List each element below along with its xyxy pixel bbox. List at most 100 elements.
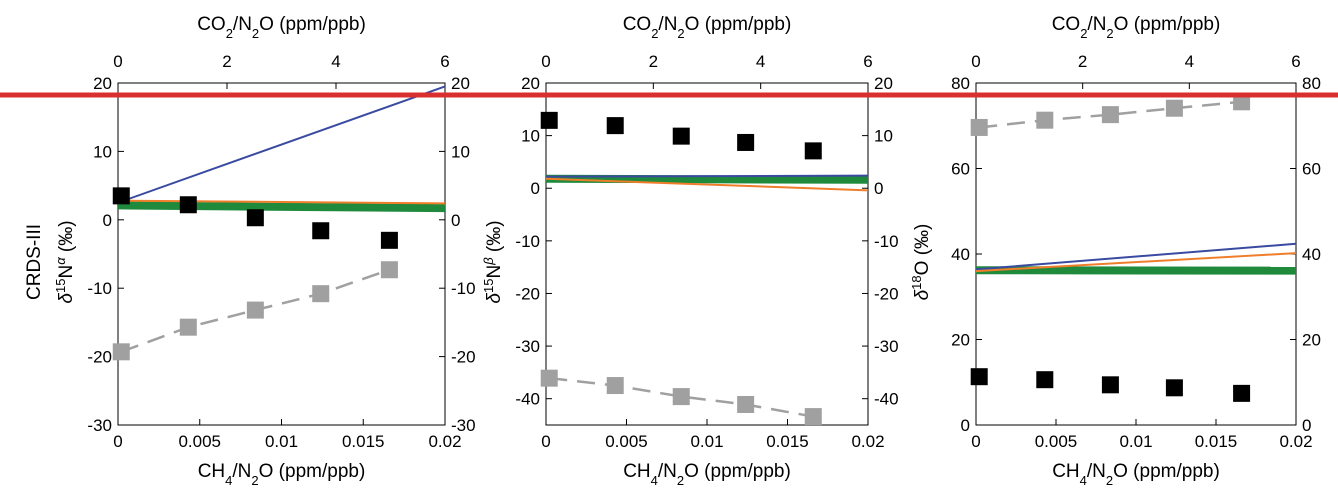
x2-tick-label: 2 <box>1078 52 1087 71</box>
y2-tick-label: 0 <box>451 211 460 230</box>
black-square-marker <box>672 127 690 145</box>
y-tick-label: 20 <box>951 331 970 350</box>
y-axis-label: δ15Nα (‰) <box>53 220 78 303</box>
x-axis-label: CH4/N2O (ppm/ppb) <box>1052 461 1220 488</box>
y2-tick-label: 10 <box>874 127 893 146</box>
y-tick-label: -20 <box>87 348 112 367</box>
gray-square-marker <box>1036 111 1054 129</box>
black-square-marker <box>1165 379 1183 397</box>
y-tick-label: 40 <box>951 245 970 264</box>
y2-tick-label: 10 <box>451 142 470 161</box>
x2-tick-label: 4 <box>331 52 340 71</box>
series-line <box>975 252 1297 273</box>
gray-square-marker <box>737 395 755 413</box>
y2-tick-label: -10 <box>451 279 476 298</box>
x-tick-label: 0 <box>971 432 980 451</box>
x2-tick-label: 2 <box>222 52 231 71</box>
y-tick-label: -20 <box>515 284 540 303</box>
y-tick-label: -30 <box>515 337 540 356</box>
gray-square-marker <box>380 261 398 279</box>
series-line <box>117 201 446 213</box>
x-tick-label: 0.005 <box>605 432 648 451</box>
chart-panel-1: 0 0.005 0.01 0.015 0.02 0 2 4 6 -30 -20 -10 0 10 20 -30… <box>53 14 476 488</box>
y2-tick-label: -20 <box>451 348 476 367</box>
gray-square-marker <box>112 343 130 361</box>
y-tick-label: -30 <box>87 416 112 435</box>
gray-square-marker <box>1165 99 1183 117</box>
x2-tick-label: 0 <box>971 52 980 71</box>
series-line <box>117 199 446 205</box>
y2-tick-label: -40 <box>874 390 899 409</box>
black-square-marker <box>1101 376 1119 394</box>
x-axis-label: CH4/N2O (ppm/ppb) <box>623 461 791 488</box>
panels: 0 0.005 0.01 0.015 0.020 2 4 6-30-20-1001020-30… <box>53 14 1321 488</box>
series-line <box>975 242 1297 271</box>
x-tick-label: 0.015 <box>1195 432 1238 451</box>
x2-tick-label: 4 <box>756 52 765 71</box>
x2-tick-label: 0 <box>113 52 122 71</box>
x2-tick-label: 6 <box>1291 52 1300 71</box>
black-square-marker <box>312 222 330 240</box>
x-tick-label: 0.005 <box>178 432 221 451</box>
series-dashed-line <box>549 376 814 418</box>
row-label: CRDS-III <box>24 224 45 300</box>
y-tick-label: -40 <box>515 390 540 409</box>
gray-square-marker <box>606 377 624 395</box>
gray-square-marker <box>312 285 330 303</box>
y-tick-label: 60 <box>951 160 970 179</box>
y2-tick-label: 20 <box>874 74 893 93</box>
y-tick-label: -10 <box>87 279 112 298</box>
y-tick-label: 20 <box>93 74 112 93</box>
x2-tick-label: 0 <box>541 52 550 71</box>
chart-panel-3: 0 0.005 0.01 0.015 0.020 2 4 602040608002040608… <box>909 14 1321 488</box>
y-tick-label: 20 <box>521 74 540 93</box>
x-tick-label: 0 <box>113 432 122 451</box>
y-tick-label: 10 <box>93 142 112 161</box>
x-tick-label: 0.015 <box>342 432 385 451</box>
y2-tick-label: 0 <box>874 179 883 198</box>
y2-tick-label: 20 <box>451 74 470 93</box>
y2-tick-label: -30 <box>451 416 476 435</box>
y2-tick-label: 80 <box>1302 74 1321 93</box>
x-axis-label: CH4/N2O (ppm/ppb) <box>198 461 366 488</box>
x-tick-label: 0 <box>541 432 550 451</box>
x2-tick-label: 6 <box>440 52 449 71</box>
series-dashed-line <box>979 100 1242 129</box>
y2-tick-label: 0 <box>1302 416 1311 435</box>
black-square-marker <box>112 187 130 205</box>
y2-tick-label: 60 <box>1302 160 1321 179</box>
gray-square-marker <box>1101 106 1119 124</box>
x2-axis-label: CO2/N2O (ppm/ppb) <box>197 14 366 41</box>
x2-tick-label: 6 <box>863 52 872 71</box>
y-tick-label: 10 <box>521 127 540 146</box>
gray-square-marker <box>540 369 558 387</box>
black-square-marker <box>246 209 264 227</box>
y-tick-label: -10 <box>515 232 540 251</box>
y2-tick-label: -30 <box>874 337 899 356</box>
series-line <box>545 177 869 192</box>
black-square-marker <box>540 111 558 129</box>
black-square-marker <box>606 117 624 135</box>
y-axis-label: δ18O (‰) <box>909 224 934 301</box>
y2-tick-label: 20 <box>1302 331 1321 350</box>
axes-box <box>117 82 446 426</box>
black-square-marker <box>737 133 755 151</box>
y-tick-label: 80 <box>951 74 970 93</box>
x-tick-label: 0.015 <box>766 432 809 451</box>
axes-box <box>545 82 869 426</box>
black-square-marker <box>1233 384 1251 402</box>
y2-tick-label: 40 <box>1302 245 1321 264</box>
gray-square-marker <box>970 118 988 136</box>
x-tick-label: 0.02 <box>428 432 461 451</box>
axes-box <box>975 82 1297 426</box>
x2-tick-label: 2 <box>649 52 658 71</box>
x-tick-label: 0.01 <box>1119 432 1152 451</box>
black-square-marker <box>970 368 988 386</box>
gray-square-marker <box>672 388 690 406</box>
gray-square-marker <box>179 318 197 336</box>
series-line <box>545 174 869 178</box>
gray-square-marker <box>804 408 822 426</box>
x-tick-label: 0.005 <box>1035 432 1078 451</box>
y-tick-label: 0 <box>103 211 112 230</box>
